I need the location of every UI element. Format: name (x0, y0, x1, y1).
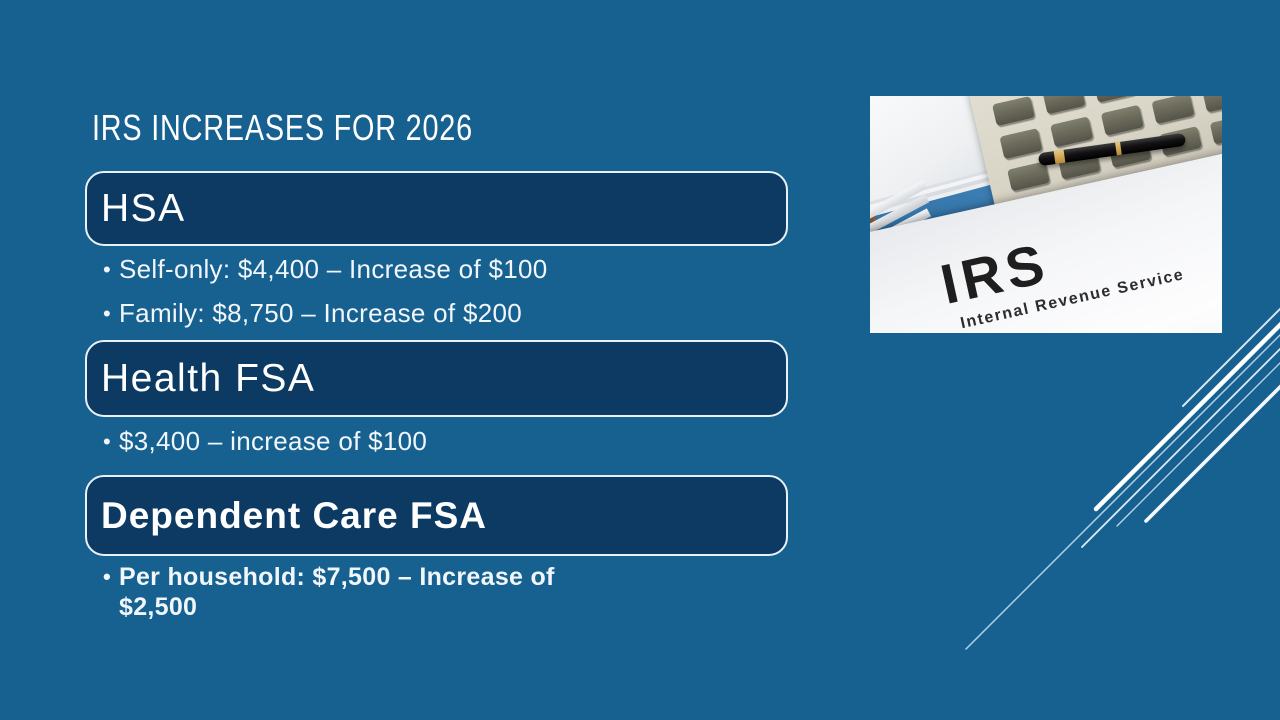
bullet-list-health-fsa: $3,400 – increase of $100 (103, 425, 427, 469)
diagonal-line (1093, 321, 1280, 512)
calculator-key (1050, 116, 1094, 148)
bullet-text: Per household: $7,500 – Increase of $2,5… (119, 563, 555, 621)
bullet-list-hsa: Self-only: $4,400 – Increase of $100 Fam… (103, 253, 548, 341)
calculator-key (1100, 104, 1144, 136)
panel-dependent-care-fsa: Dependent Care FSA (85, 475, 788, 556)
calculator-key (1042, 96, 1086, 115)
bullet-icon (103, 297, 119, 330)
irs-photo: IRS Internal Revenue Service (870, 96, 1222, 333)
calculator-key (1202, 96, 1222, 112)
calculator-key (999, 128, 1043, 159)
pen-gold-band (1115, 141, 1122, 156)
list-item: Family: $8,750 – Increase of $200 (103, 297, 548, 330)
list-item: Self-only: $4,400 – Increase of $100 (103, 253, 548, 286)
bullet-list-dependent-care-fsa: Per household: $7,500 – Increase of $2,5… (103, 562, 555, 633)
diagonal-line (1144, 384, 1280, 523)
bullet-icon (103, 562, 119, 592)
bullet-text: Self-only: $4,400 – Increase of $100 (119, 254, 548, 284)
bullet-text: Family: $8,750 – Increase of $200 (119, 298, 523, 328)
panel-health-fsa: Health FSA (85, 340, 788, 417)
calculator-key (1093, 96, 1137, 103)
calculator-key (992, 96, 1036, 127)
irs-text-block: IRS Internal Revenue Service (935, 207, 1186, 333)
list-item: $3,400 – increase of $100 (103, 425, 427, 458)
bullet-icon (103, 253, 119, 286)
slide-title: IRS INCREASES FOR 2026 (92, 107, 473, 148)
calculator-key (1209, 113, 1222, 145)
diagonal-line (1081, 347, 1280, 548)
bullet-icon (103, 425, 119, 458)
diagonal-line (1116, 362, 1280, 527)
bullet-text: $3,400 – increase of $100 (119, 426, 428, 456)
diagonal-line (965, 333, 1280, 650)
panel-hsa: HSA (85, 171, 788, 246)
panel-health-fsa-heading: Health FSA (101, 356, 316, 400)
panel-dependent-care-fsa-heading: Dependent Care FSA (101, 494, 488, 536)
pen-gold-band (1053, 149, 1066, 165)
list-item: Per household: $7,500 – Increase of $2,5… (103, 562, 555, 622)
calculator-key (1151, 96, 1195, 124)
panel-hsa-heading: HSA (101, 186, 186, 230)
